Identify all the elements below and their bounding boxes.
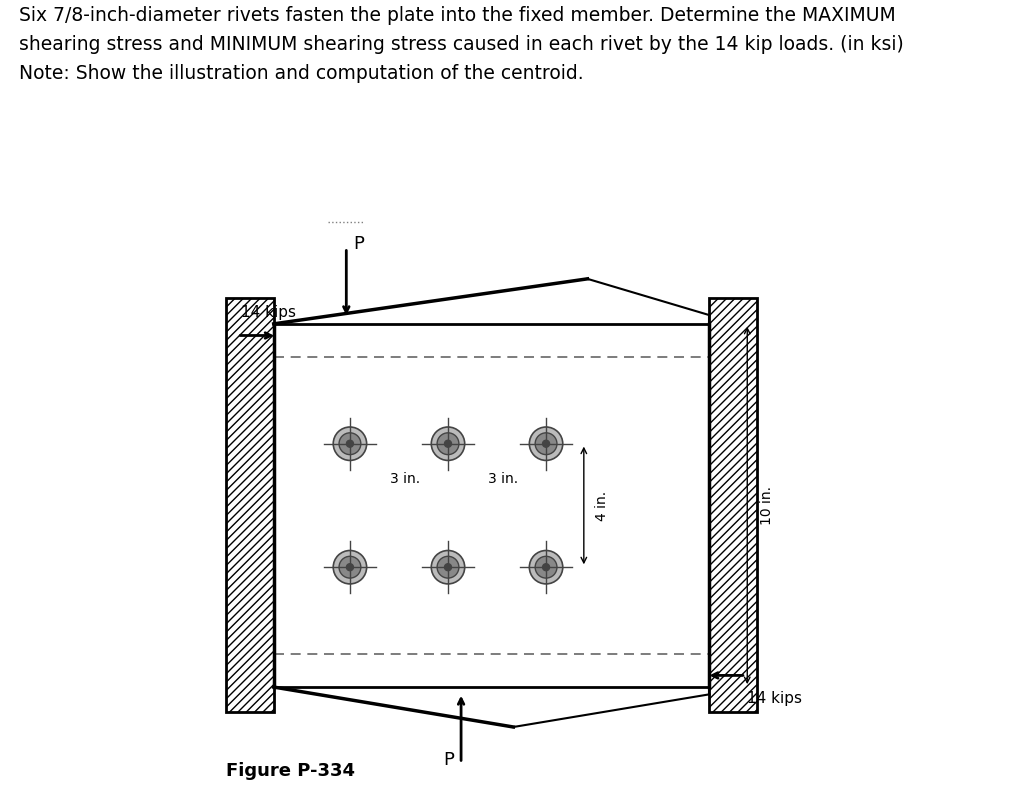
Text: 14 kips: 14 kips [748,692,802,706]
Circle shape [339,556,361,578]
Circle shape [333,427,367,460]
Circle shape [333,551,367,584]
Text: P: P [443,751,454,769]
Text: Six 7/8-inch-diameter rivets fasten the plate into the fixed member. Determine t: Six 7/8-inch-diameter rivets fasten the … [19,6,904,83]
Circle shape [445,440,452,447]
Circle shape [529,427,562,460]
Text: 3 in.: 3 in. [390,471,420,486]
Text: 10 in.: 10 in. [760,486,774,525]
Circle shape [536,556,557,578]
Text: 14 kips: 14 kips [241,305,296,319]
Circle shape [346,564,354,571]
Circle shape [346,440,354,447]
Circle shape [543,440,550,447]
Text: 3 in.: 3 in. [488,471,518,486]
Circle shape [431,551,464,584]
Text: P: P [354,235,364,253]
Circle shape [437,433,459,455]
Circle shape [529,551,562,584]
Circle shape [339,433,361,455]
Bar [274,324,709,687]
Circle shape [445,564,452,571]
Circle shape [437,556,459,578]
Bar [226,298,274,712]
Bar [709,298,757,712]
Circle shape [536,433,557,455]
Circle shape [543,564,550,571]
Text: 4 in.: 4 in. [595,490,609,521]
Circle shape [431,427,464,460]
Text: Figure P-334: Figure P-334 [226,762,356,779]
